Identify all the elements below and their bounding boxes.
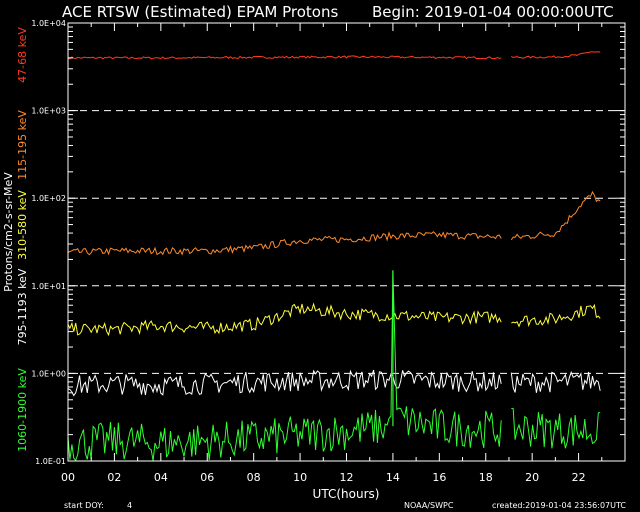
series-line [510,190,601,241]
x-tick-label: 00 [61,471,75,484]
x-axis-label: UTC(hours) [313,487,380,501]
series-label: 115-195 keV [16,110,29,180]
x-axis-ticks: 00 02 04 06 08 10 12 14 16 18 20 22 [61,23,626,484]
x-tick-label: 20 [525,471,539,484]
series-line [511,51,601,59]
series-lines [67,51,601,462]
series-line [511,407,601,449]
x-tick-label: 08 [247,471,261,484]
x-tick-label: 14 [386,471,400,484]
x-tick-label: 10 [293,471,307,484]
series-line [510,370,601,393]
y-axis-label-group: Protons/cm2-s-sr-MeV [2,172,15,292]
series-labels: 47-68 keV 115-195 keV 310-580 keV 795-1193 … [16,27,29,452]
series-label: 310-580 keV [16,190,29,260]
series-line [67,55,502,60]
x-tick-label: 16 [432,471,446,484]
series-label: 47-68 keV [16,27,29,83]
x-tick-label: 12 [340,471,354,484]
x-tick-label: 02 [107,471,121,484]
y-tick-label: 1.0E+00 [31,369,66,378]
x-tick-label: 04 [154,471,168,484]
y-tick-label: 1.0E-01 [35,457,66,466]
agency-label: NOAA/SWPC [404,501,454,510]
grid-lines [68,110,625,374]
chart-title: ACE RTSW (Estimated) EPAM Protons [62,3,338,21]
y-axis-label: Protons/cm2-s-sr-MeV [2,172,15,292]
y-axis-ticks: 1.0E-01 1.0E+00 1.0E+01 1.0E+02 1.0E+03 1.0E+… [31,19,625,466]
y-tick-label: 1.0E+04 [31,19,66,28]
series-line [511,303,601,328]
series-line [67,231,502,256]
series-label: 1060-1900 keV [16,368,29,452]
series-line [67,270,502,462]
start-doy-label: start DOY: [64,501,104,510]
y-tick-label: 1.0E+01 [31,282,66,291]
begin-date: Begin: 2019-01-04 00:00:00UTC [372,3,614,21]
start-doy-value: 4 [127,501,132,510]
x-tick-label: 18 [479,471,493,484]
y-tick-label: 1.0E+03 [31,107,66,116]
series-line [67,369,502,397]
x-tick-label: 22 [572,471,586,484]
series-line [67,302,502,337]
created-timestamp: created:2019-01-04 23:56:07UTC [492,501,626,510]
x-tick-label: 06 [200,471,214,484]
series-label: 795-1193 keV [16,268,29,345]
y-tick-label: 1.0E+02 [31,194,66,203]
